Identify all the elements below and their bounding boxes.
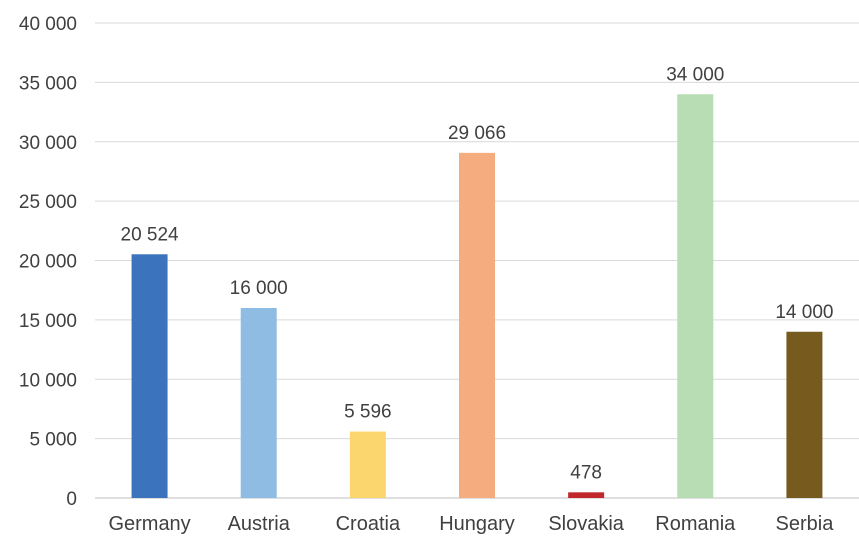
y-axis: 0 5 000 10 000 15 000 20 000 25 000 30 000 35 0… bbox=[19, 14, 77, 510]
y-tick-label: 10 000 bbox=[19, 370, 77, 391]
y-tick-label: 0 bbox=[66, 489, 77, 510]
y-tick-label: 40 000 bbox=[19, 14, 77, 35]
x-tick-label: Austria bbox=[228, 513, 291, 535]
data-label: 34 000 bbox=[666, 64, 724, 85]
y-tick-label: 5 000 bbox=[29, 430, 77, 451]
data-label: 478 bbox=[570, 462, 602, 483]
y-tick-label: 20 000 bbox=[19, 252, 77, 273]
x-tick-label: Serbia bbox=[776, 513, 835, 535]
bar bbox=[677, 94, 714, 498]
bar bbox=[131, 254, 168, 498]
x-tick-label: Germany bbox=[108, 513, 190, 535]
bar bbox=[786, 331, 823, 498]
data-label: 20 524 bbox=[121, 224, 180, 245]
data-label: 16 000 bbox=[230, 278, 288, 299]
bar bbox=[459, 152, 495, 498]
y-tick-label: 15 000 bbox=[19, 311, 77, 332]
data-label: 5 596 bbox=[344, 402, 392, 423]
x-tick-label: Slovakia bbox=[548, 513, 624, 535]
bar bbox=[240, 308, 277, 498]
bar bbox=[568, 492, 605, 498]
x-axis: Germany Austria Croatia Hungary Slovakia Roma… bbox=[108, 513, 834, 535]
data-label: 29 066 bbox=[448, 123, 506, 144]
bars bbox=[131, 94, 823, 498]
y-tick-label: 25 000 bbox=[19, 192, 77, 213]
data-label: 14 000 bbox=[775, 302, 833, 323]
y-tick-label: 35 000 bbox=[19, 73, 77, 94]
data-labels: 20 524 16 000 5 596 29 066 478 34 000 14 000 bbox=[121, 64, 834, 483]
x-tick-label: Croatia bbox=[336, 513, 401, 535]
bar bbox=[349, 431, 386, 498]
x-tick-label: Hungary bbox=[439, 513, 515, 535]
x-tick-label: Romania bbox=[655, 513, 736, 535]
y-tick-label: 30 000 bbox=[19, 133, 77, 154]
